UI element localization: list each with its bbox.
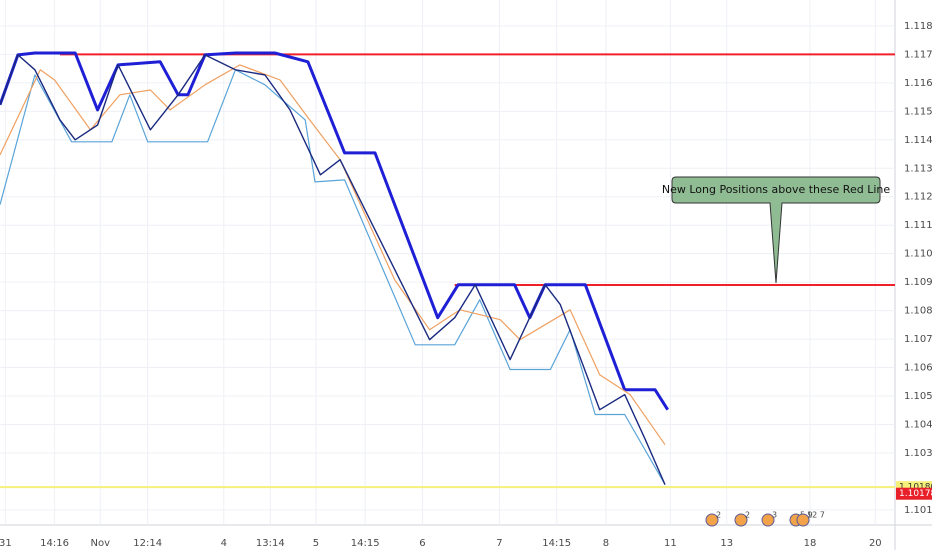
y-tick-label: 1.11700 [904,49,932,60]
annotation-text: New Long Positions above these Red Line [662,183,890,196]
grid [0,0,895,525]
event-icon[interactable]: 2 [734,511,750,527]
y-tick-label: 1.11600 [904,78,932,89]
x-tick-label: 4 [221,538,227,549]
series-line [0,54,666,485]
y-tick-label: 1.10300 [904,448,932,459]
event-icon[interactable]: 2 [705,511,721,527]
event-badge [734,513,748,527]
price-label-box [896,487,932,500]
y-tick-label: 1.10800 [904,306,932,317]
price-label: 1.10180 [899,483,932,493]
y-tick-label: 1.10400 [904,419,932,430]
y-tick-label: 1.11300 [904,163,932,174]
x-tick-label: 20 [869,538,882,549]
y-tick-label: 1.10900 [904,277,932,288]
y-tick-label: 1.10700 [904,334,932,345]
y-tick-label: 1.10600 [904,363,932,374]
event-count: 2 [745,511,750,520]
event-count: 2 [716,511,721,520]
event-badge [761,513,775,527]
event-badge [705,513,719,527]
y-tick-label: 1.11800 [904,21,932,32]
event-count: 3 [772,511,777,520]
y-tick-label: 1.11400 [904,135,932,146]
x-tick-label: 14:16 [40,538,69,549]
x-tick-label: 18 [804,538,817,549]
x-tick-label: 5 [313,538,319,549]
y-tick-label: 1.11100 [904,220,932,231]
plot [0,51,895,489]
x-tick-label: 8 [603,538,609,549]
series-line [0,69,666,485]
x-tick-label: 12:14 [133,538,162,549]
x-tick-label: 13 [720,538,733,549]
y-tick-label: 1.10500 [904,391,932,402]
x-tick-label: 7 [496,538,502,549]
annotation-callout [671,176,881,284]
price-label: 1.10178 [899,489,932,499]
axes: 1.11800 1.11700 1.11600 1.11500 1.11400 1.113… [0,21,932,549]
y-tick-label: 1.11000 [904,249,932,260]
x-tick-label: Nov [90,538,110,549]
x-tick-label: 11 [664,538,677,549]
y-tick-label: 1.11500 [904,106,932,117]
event-icon[interactable]: 3 [761,511,777,527]
y-tick-label: 1.11200 [904,192,932,203]
event-icon[interactable]: 12 7 [796,511,825,527]
event-badge [796,513,810,527]
event-count: 12 7 [807,511,825,520]
x-tick-label: 6 [419,538,425,549]
annotation: New Long Positions above these Red Line [662,176,890,284]
y-tick-label: 1.10100 [904,505,932,516]
x-tick-label: 31 [0,538,12,549]
series-line [0,51,669,411]
x-tick-label: 14:15 [542,538,571,549]
x-tick-label: 13:14 [256,538,285,549]
x-tick-label: 14:15 [351,538,380,549]
